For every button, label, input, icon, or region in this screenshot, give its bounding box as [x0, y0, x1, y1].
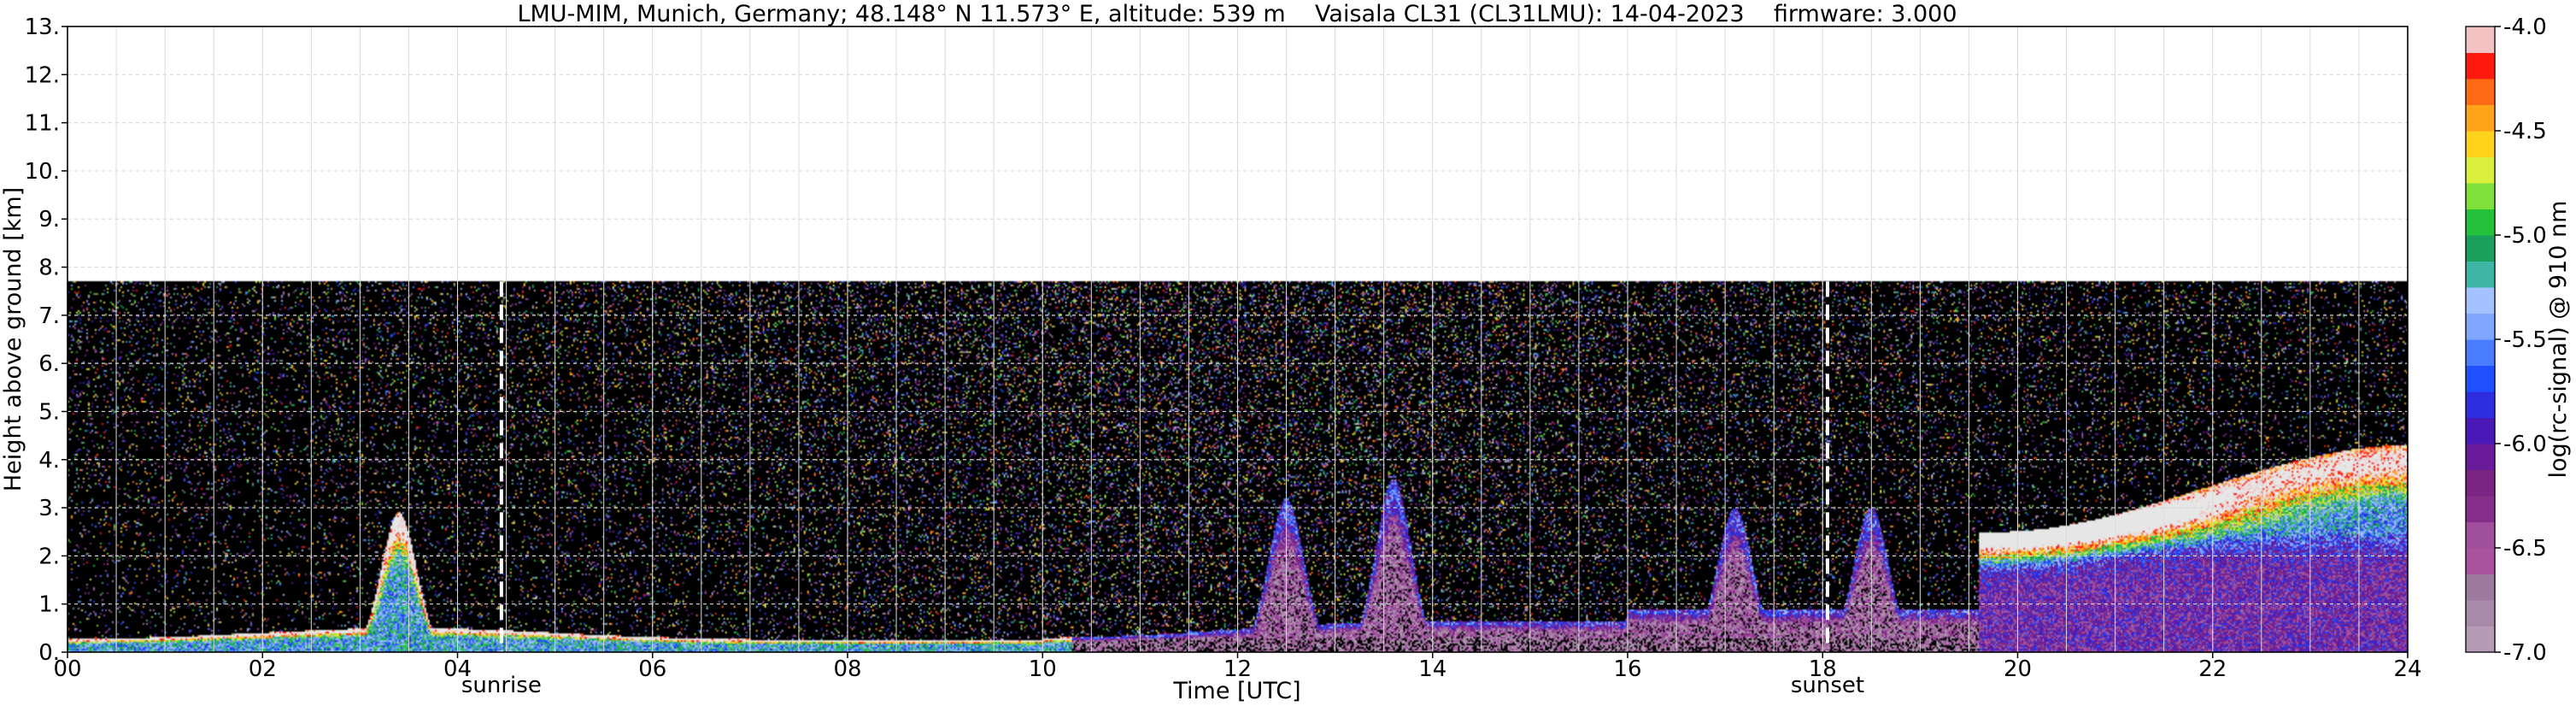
colorbar-band	[2466, 313, 2495, 340]
x-tick-label: 10	[1029, 656, 1057, 682]
x-tick-label: 16	[1613, 656, 1641, 682]
x-tick-label: 04	[443, 656, 472, 682]
colorbar-band	[2466, 626, 2495, 653]
colorbar-band	[2466, 365, 2495, 392]
x-tick-label: 20	[2004, 656, 2032, 682]
colorbar-band	[2466, 391, 2495, 418]
y-axis: 0. 1. 2. 3. 4. 5. 6. 7. 8. 9. 10. 11. 12. 13.	[25, 15, 67, 666]
colorbar-band	[2466, 104, 2495, 132]
x-tick-label: 18	[1809, 656, 1837, 682]
colorbar-band	[2466, 79, 2495, 105]
y-tick-label: 7.	[38, 303, 60, 329]
sun-markers	[499, 281, 1829, 652]
colorbar-band	[2466, 574, 2495, 601]
colorbar-tick-label: -6.0	[2503, 432, 2547, 457]
chart-title: LMU-MIM, Munich, Germany; 48.148° N 11.5…	[517, 1, 1957, 27]
y-tick-label: 5.	[38, 399, 60, 425]
y-tick-label: 3.	[38, 496, 60, 521]
colorbar-band	[2466, 548, 2495, 574]
x-tick-label: 22	[2198, 656, 2227, 682]
colorbar-tick-label: -6.5	[2503, 536, 2547, 562]
y-tick-label: 2.	[38, 544, 60, 569]
y-tick-label: 0.	[38, 640, 60, 666]
sunset-label: sunset	[1791, 673, 1864, 698]
x-axis-label: Time [UTC]	[1172, 678, 1300, 704]
colorbar-tick-label: -5.5	[2503, 327, 2547, 353]
colorbar-band	[2466, 183, 2495, 209]
y-tick-label: 6.	[38, 351, 60, 377]
x-tick-label: 12	[1223, 656, 1252, 682]
colorbar-band	[2466, 600, 2495, 627]
colorbar: -7.0 -6.5 -6.0 -5.5 -5.0 -4.5 -4.0	[2465, 15, 2547, 666]
colorbar-tick-label: -7.0	[2503, 640, 2547, 666]
x-axis: 00 02 04 06 08 10 12 14 16 18 20 22 24 sunrise sunset	[53, 652, 2422, 698]
colorbar-tick-label: -5.0	[2503, 223, 2547, 249]
colorbar-band	[2466, 287, 2495, 314]
colorbar-band	[2466, 156, 2495, 184]
colorbar-band	[2466, 521, 2495, 549]
grid-lines	[67, 26, 2408, 652]
y-tick-label: 9.	[38, 207, 60, 232]
x-tick-label: 02	[249, 656, 277, 682]
colorbar-band	[2466, 469, 2495, 497]
colorbar-band	[2466, 26, 2495, 53]
colorbar-band	[2466, 444, 2495, 470]
colorbar-band	[2466, 131, 2495, 157]
colorbar-label: log(rc-signal) @ 910 nm	[2545, 201, 2572, 479]
x-tick-label: 00	[53, 656, 81, 682]
colorbar-band	[2466, 235, 2495, 262]
colorbar-band	[2466, 261, 2495, 288]
colorbar-band	[2466, 339, 2495, 366]
sunrise-label: sunrise	[461, 673, 542, 698]
x-tick-label: 06	[638, 656, 666, 682]
colorbar-band	[2466, 52, 2495, 79]
y-tick-label: 4.	[38, 448, 60, 474]
x-tick-label: 24	[2393, 656, 2421, 682]
colorbar-tick-label: -4.5	[2503, 119, 2547, 144]
colorbar-band	[2466, 209, 2495, 236]
y-tick-label: 12.	[25, 62, 60, 88]
y-tick-label: 1.	[38, 592, 60, 618]
y-tick-label: 10.	[25, 159, 60, 185]
plot-area	[67, 26, 2409, 653]
y-tick-label: 8.	[38, 256, 60, 281]
y-axis-label: Height above ground [km]	[0, 187, 26, 491]
x-tick-label: 14	[1418, 656, 1446, 682]
y-tick-label: 11.	[25, 111, 60, 137]
colorbar-band	[2466, 417, 2495, 444]
x-tick-label: 08	[833, 656, 861, 682]
colorbar-tick-label: -4.0	[2503, 15, 2547, 40]
y-tick-label: 13.	[25, 15, 60, 40]
colorbar-band	[2466, 496, 2495, 522]
